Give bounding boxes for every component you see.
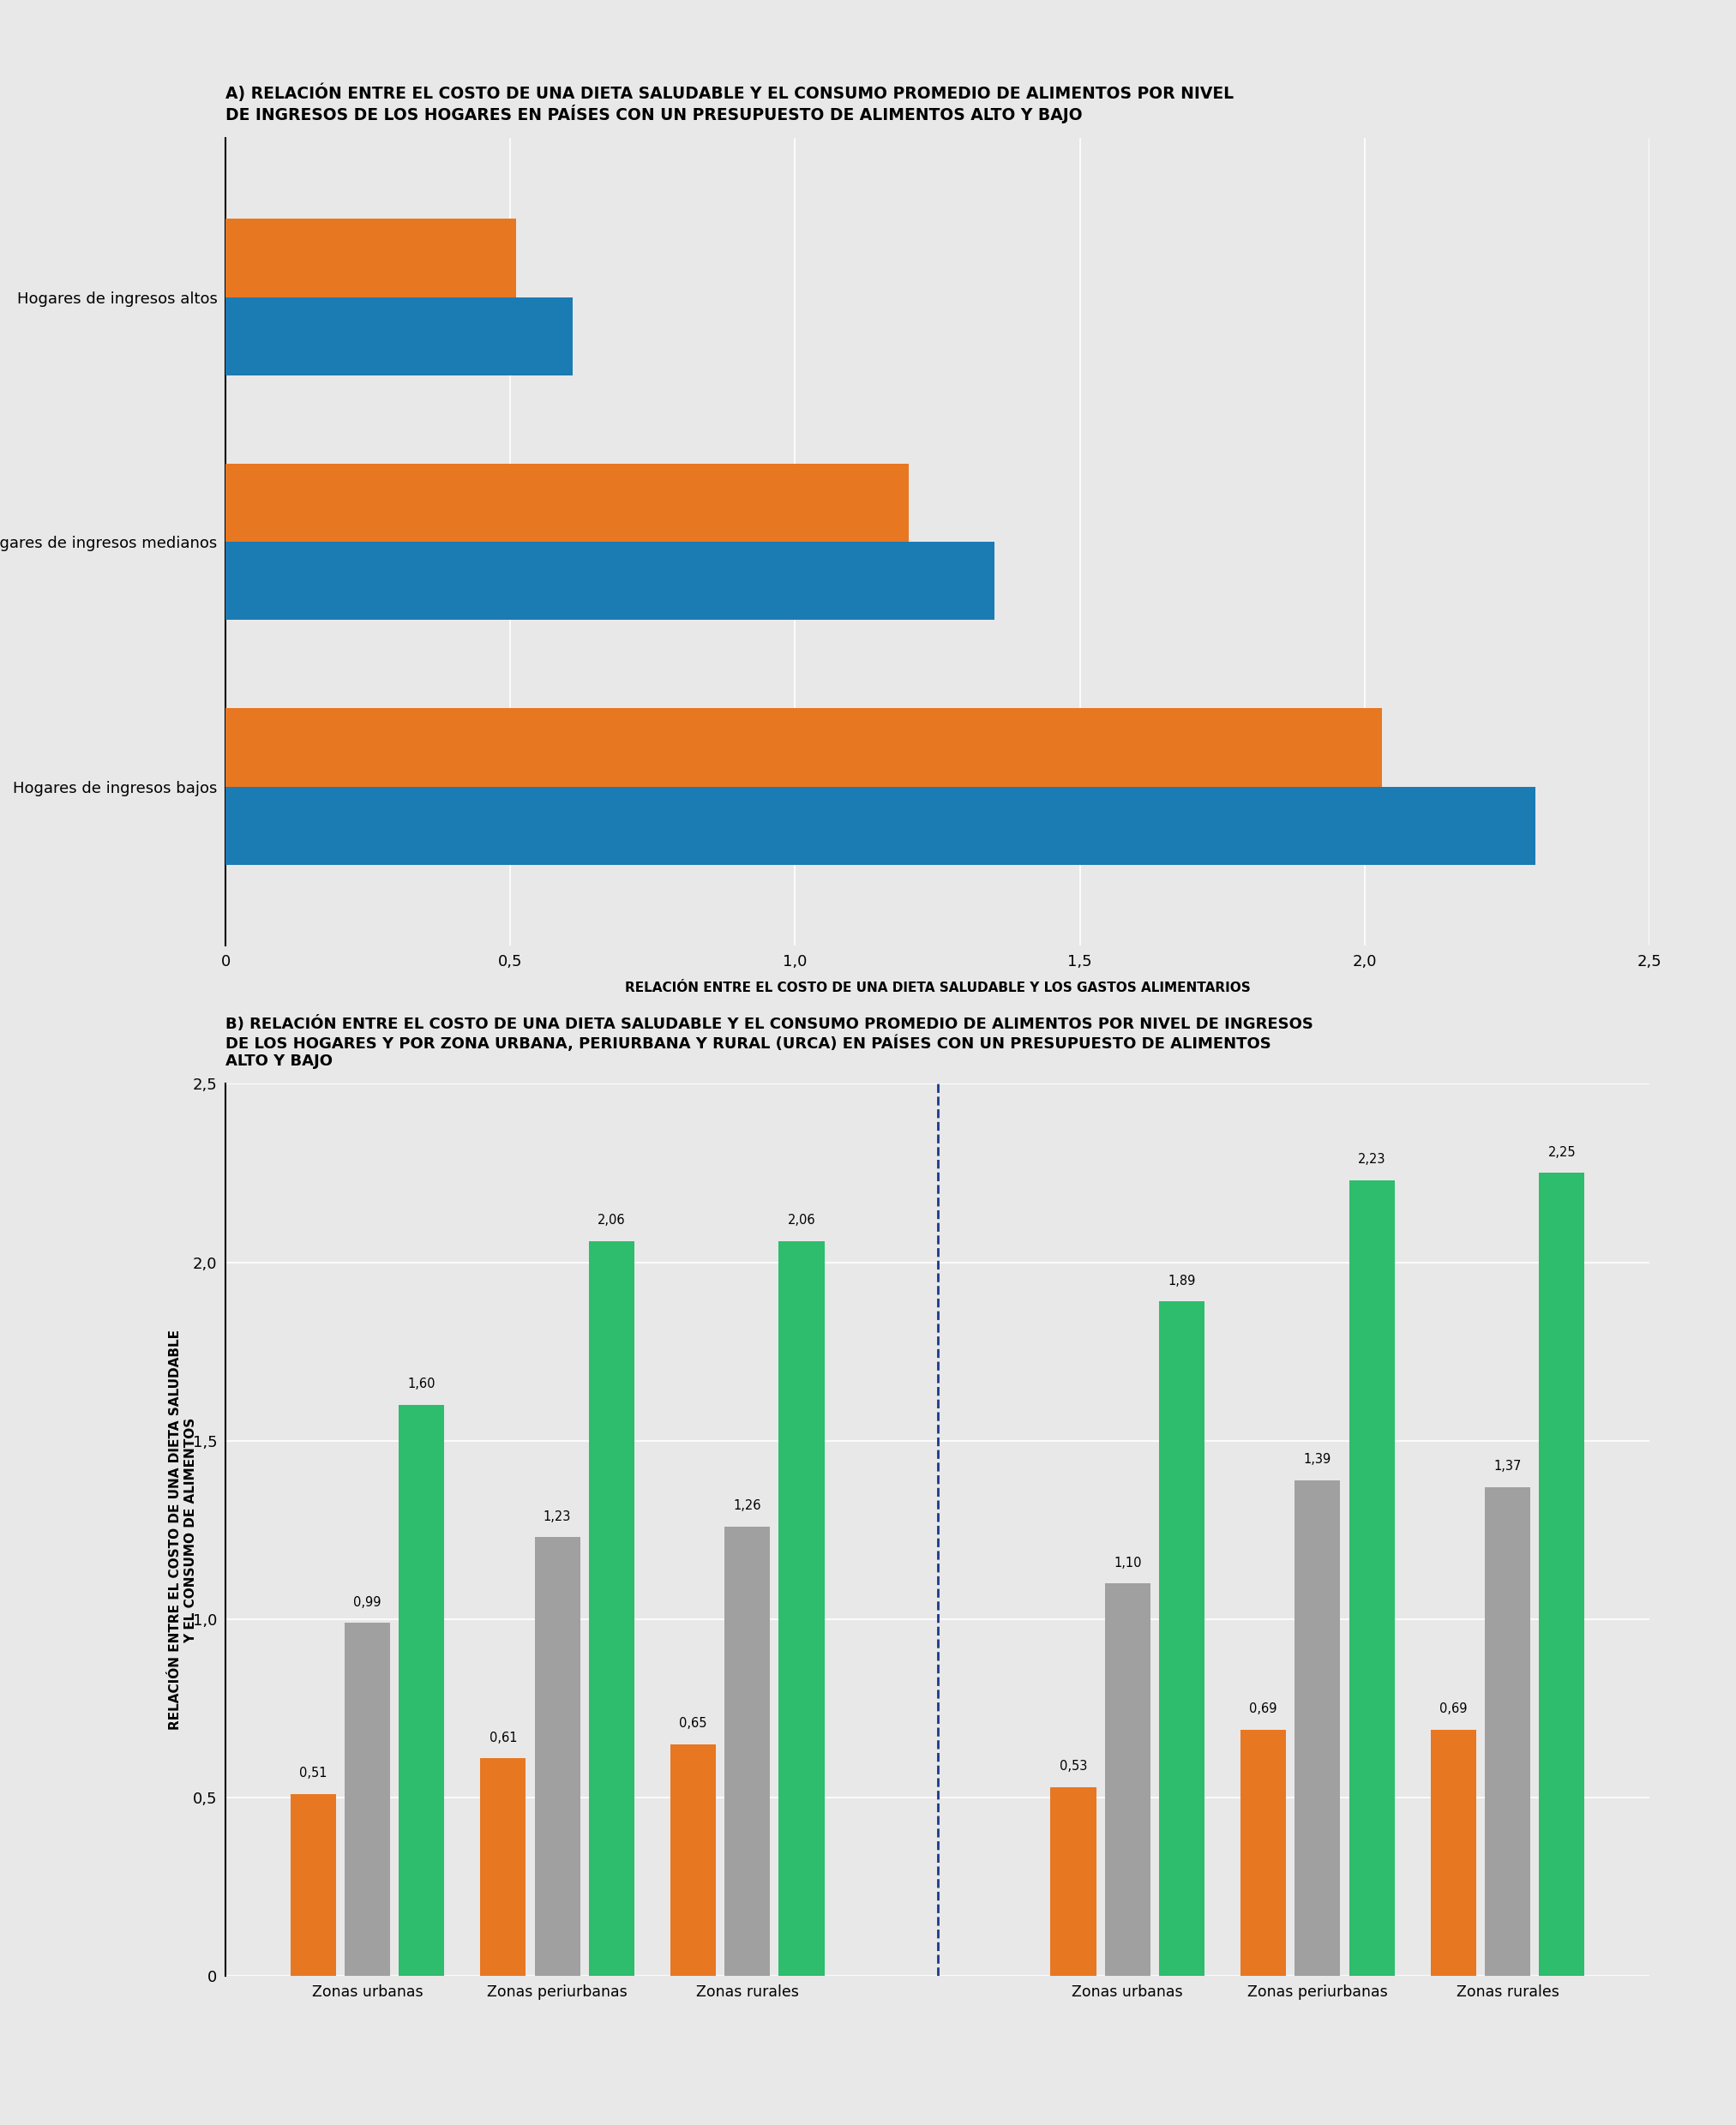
Text: 1,60: 1,60 (408, 1377, 436, 1390)
Bar (226, 786, 1535, 865)
Bar (535, 1536, 580, 1976)
Text: 0,65: 0,65 (679, 1717, 707, 1730)
Bar (399, 1405, 444, 1976)
Bar (226, 708, 1382, 786)
Text: 0,61: 0,61 (490, 1732, 517, 1745)
Bar (1295, 1479, 1340, 1976)
Bar (1484, 1488, 1531, 1976)
Bar (670, 1745, 715, 1976)
Text: 1,26: 1,26 (733, 1500, 762, 1513)
Text: 2,06: 2,06 (788, 1213, 816, 1226)
Text: 0,99: 0,99 (354, 1596, 382, 1609)
Bar (226, 219, 516, 298)
Bar (589, 1241, 634, 1976)
Text: 0,51: 0,51 (299, 1768, 326, 1781)
Bar (1104, 1583, 1151, 1976)
Bar (481, 1760, 526, 1976)
Text: 1,10: 1,10 (1113, 1555, 1142, 1568)
Text: 0,69: 0,69 (1250, 1702, 1278, 1715)
Text: 2,25: 2,25 (1549, 1145, 1576, 1158)
Bar (1540, 1173, 1585, 1976)
Bar (1241, 1730, 1286, 1976)
Text: 1,89: 1,89 (1168, 1275, 1196, 1288)
Bar (226, 298, 573, 376)
Bar (226, 542, 995, 620)
Bar (1160, 1300, 1205, 1976)
Text: 2,06: 2,06 (597, 1213, 625, 1226)
Bar (1349, 1179, 1394, 1976)
Text: 1,39: 1,39 (1304, 1454, 1332, 1466)
Bar (344, 1624, 391, 1976)
Bar (779, 1241, 825, 1976)
Bar (724, 1526, 771, 1976)
Bar (226, 463, 910, 542)
X-axis label: RELACIÓN ENTRE EL COSTO DE UNA DIETA SALUDABLE Y LOS GASTOS ALIMENTARIOS: RELACIÓN ENTRE EL COSTO DE UNA DIETA SAL… (625, 982, 1250, 994)
Legend: Países con presupuesto de alimentos alto, Países con presupuesto de alimentos ba: Países con presupuesto de alimentos alto… (233, 1130, 1010, 1160)
Text: 2,23: 2,23 (1358, 1154, 1385, 1167)
Text: 1,37: 1,37 (1493, 1460, 1521, 1473)
Bar (1050, 1787, 1095, 1976)
Text: B) RELACIÓN ENTRE EL COSTO DE UNA DIETA SALUDABLE Y EL CONSUMO PROMEDIO DE ALIME: B) RELACIÓN ENTRE EL COSTO DE UNA DIETA … (226, 1016, 1314, 1069)
Text: 1,23: 1,23 (543, 1511, 571, 1524)
Text: 0,53: 0,53 (1059, 1760, 1087, 1772)
Y-axis label: RELACIÓN ENTRE EL COSTO DE UNA DIETA SALUDABLE
Y EL CONSUMO DE ALIMENTOS: RELACIÓN ENTRE EL COSTO DE UNA DIETA SAL… (170, 1330, 198, 1730)
Text: A) RELACIÓN ENTRE EL COSTO DE UNA DIETA SALUDABLE Y EL CONSUMO PROMEDIO DE ALIME: A) RELACIÓN ENTRE EL COSTO DE UNA DIETA … (226, 83, 1234, 123)
Bar (1430, 1730, 1476, 1976)
Text: 0,69: 0,69 (1439, 1702, 1467, 1715)
Bar (290, 1793, 335, 1976)
